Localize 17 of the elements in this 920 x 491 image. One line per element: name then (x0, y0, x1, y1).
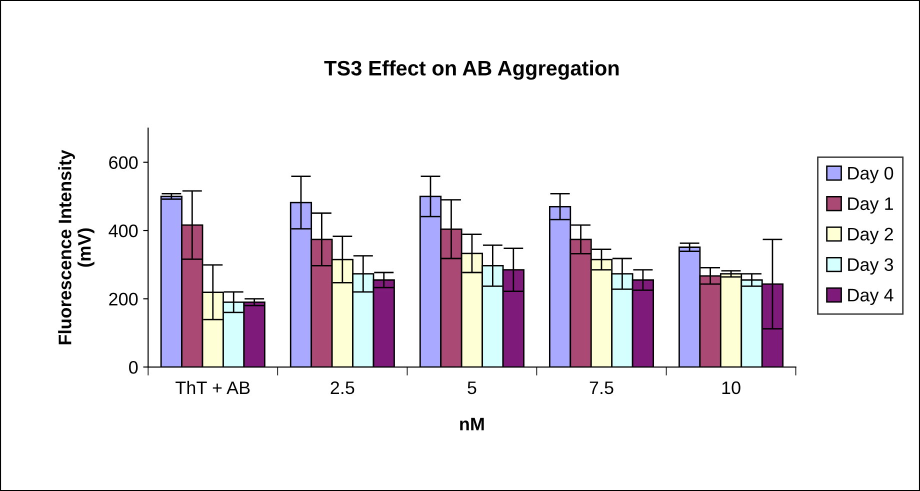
chart-title: TS3 Effect on AB Aggregation (324, 60, 619, 80)
y-tick-label: 200 (109, 292, 138, 306)
legend-label: Day 3 (848, 258, 894, 275)
x-axis-title: nM (460, 418, 484, 430)
x-tick-label: 5 (468, 382, 476, 394)
legend-label: Day 2 (848, 228, 893, 244)
legend-label: Day 1 (848, 197, 893, 214)
x-tick-label: 10 (722, 381, 740, 394)
x-tick-label: 2.5 (330, 381, 354, 394)
y-tick-label: 600 (109, 156, 138, 169)
legend-label: Day 0 (848, 166, 894, 184)
y-tick-label: 0 (129, 360, 138, 374)
x-tick-label: 7.5 (590, 382, 614, 394)
y-axis-title: Fluorescence Intensity (mV) (58, 150, 94, 344)
x-tick-label: ThT + AB (176, 380, 250, 394)
legend-label: Day 4 (848, 288, 894, 306)
y-tick-label: 400 (108, 224, 138, 238)
